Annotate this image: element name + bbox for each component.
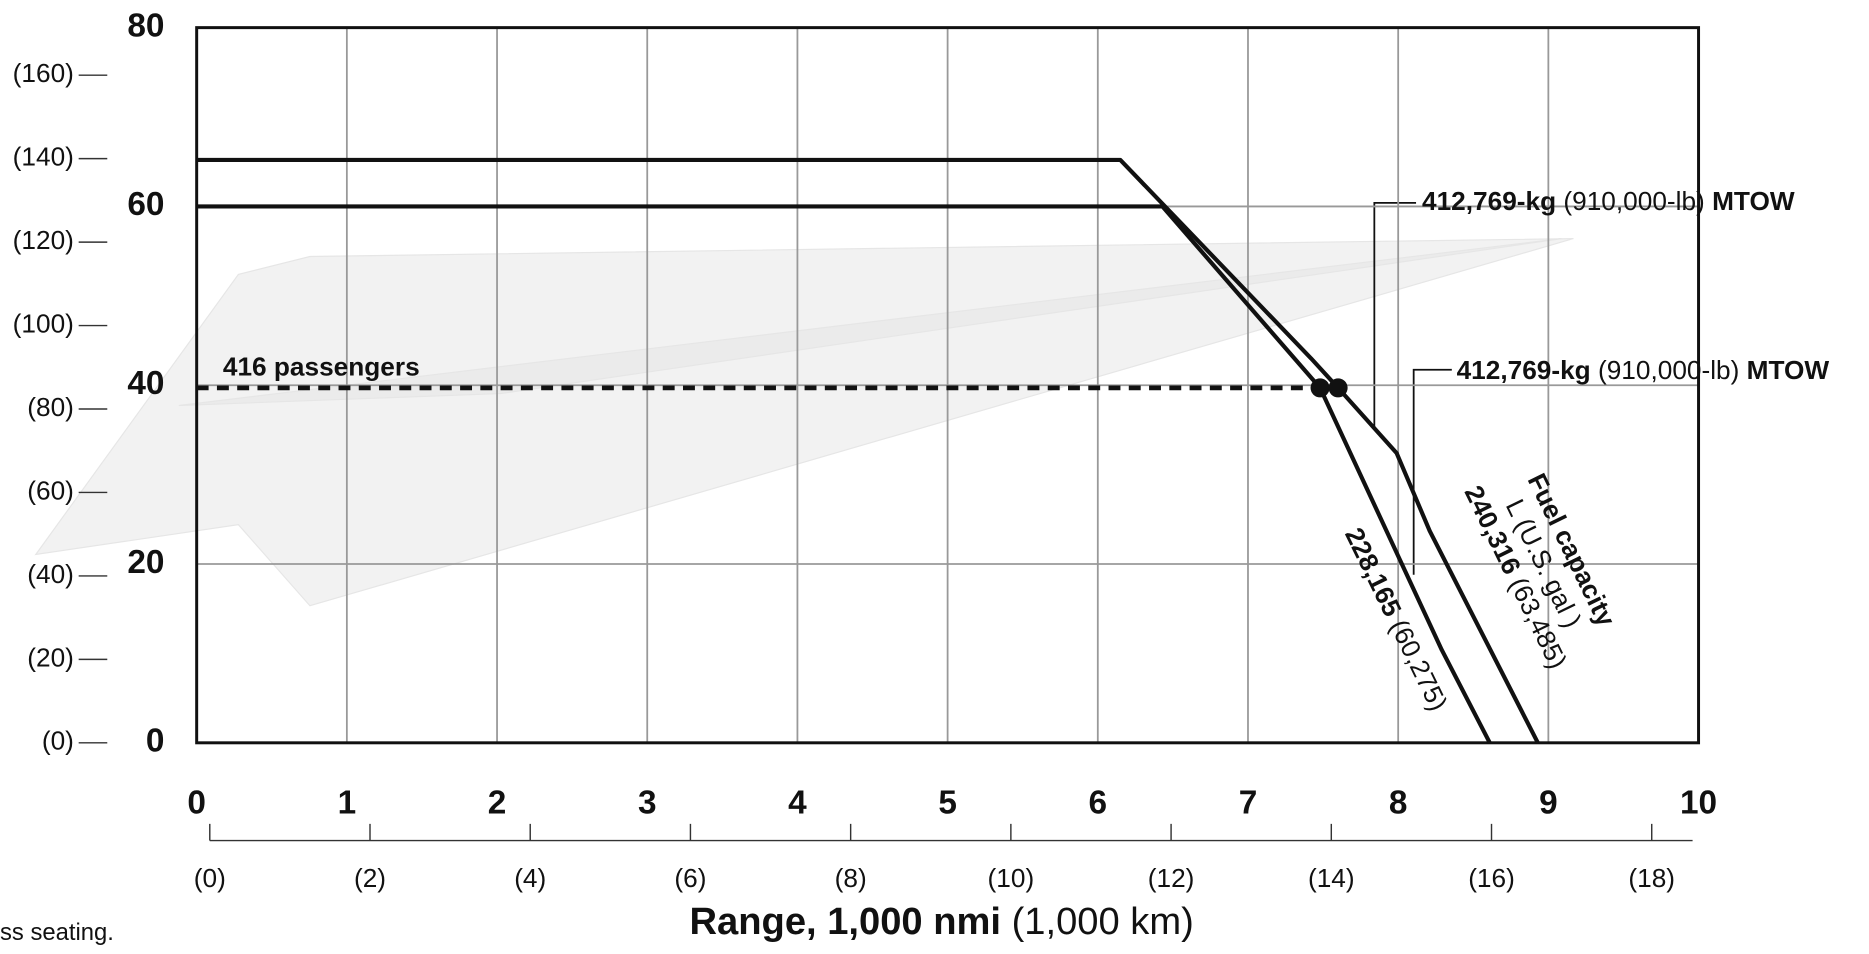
x-tick-label: 2 [488, 785, 507, 822]
mtow-label-part: 412,769-kg [1422, 186, 1556, 216]
x2-tick-label: (16) [1468, 863, 1515, 893]
x-axis-title: Range, 1,000 nmi (1,000 km) [690, 900, 1194, 943]
mtow-label: 412,769-kg (910,000-lb) MTOW [1457, 355, 1830, 385]
y2-tick-label: (120) [13, 225, 74, 255]
x-tick-label: 10 [1680, 785, 1717, 822]
mtow-label-part: MTOW [1747, 355, 1830, 385]
fuel-value-part: (60,275) [1384, 615, 1454, 716]
x-tick-label: 3 [638, 785, 657, 822]
mtow-label-part: MTOW [1712, 186, 1795, 216]
y2-tick-label: (20) [27, 642, 74, 672]
y-tick-label: 20 [127, 544, 164, 581]
x2-tick-label: (0) [194, 863, 226, 893]
x-tick-label: 7 [1239, 785, 1258, 822]
background-plane [34, 238, 1574, 607]
x-tick-label: 9 [1539, 785, 1558, 822]
y-tick-label: 0 [146, 723, 165, 760]
x2-tick-label: (18) [1628, 863, 1675, 893]
x-tick-label: 1 [338, 785, 357, 822]
y2-tick-label: (100) [13, 308, 74, 338]
x2-tick-label: (2) [354, 863, 386, 893]
y-tick-label: 80 [127, 7, 164, 44]
y2-tick-label: (80) [27, 392, 74, 422]
x2-tick-label: (10) [988, 863, 1035, 893]
mtow-label-part: 412,769-kg [1457, 355, 1591, 385]
y2-tick-label: (40) [27, 559, 74, 589]
x-tick-label: 0 [187, 785, 206, 822]
marker [1310, 378, 1330, 398]
y-tick-label: 40 [127, 365, 164, 402]
y2-tick-label: (0) [42, 726, 74, 756]
x-tick-label: 8 [1389, 785, 1408, 822]
x-tick-label: 5 [938, 785, 957, 822]
y2-tick-label: (160) [13, 58, 74, 88]
x-axis-title-part: Range, 1,000 nmi [690, 900, 1001, 943]
x2-tick-label: (14) [1308, 863, 1355, 893]
mtow-label: 412,769-kg (910,000-lb) MTOW [1422, 186, 1795, 216]
footnote: ss seating. [0, 919, 114, 946]
y2-tick-label: (60) [27, 475, 74, 505]
x-tick-label: 4 [788, 785, 807, 822]
y2-tick-label: (140) [13, 142, 74, 172]
x2-tick-label: (8) [835, 863, 867, 893]
marker [1328, 378, 1348, 398]
series-label: 416 passengers [223, 352, 420, 382]
plot-border [195, 26, 1701, 745]
mtow-label-part: (910,000-lb) [1598, 355, 1739, 385]
leader-lines [1373, 201, 1452, 575]
y-tick-label: 60 [127, 186, 164, 223]
x2-tick-label: (6) [674, 863, 706, 893]
x-axis-title-part: (1,000 km) [1012, 900, 1194, 943]
x2-tick-label: (12) [1148, 863, 1195, 893]
x-tick-label: 6 [1089, 785, 1108, 822]
mtow-label-part: (910,000-lb) [1563, 186, 1704, 216]
x2-tick-label: (4) [514, 863, 546, 893]
